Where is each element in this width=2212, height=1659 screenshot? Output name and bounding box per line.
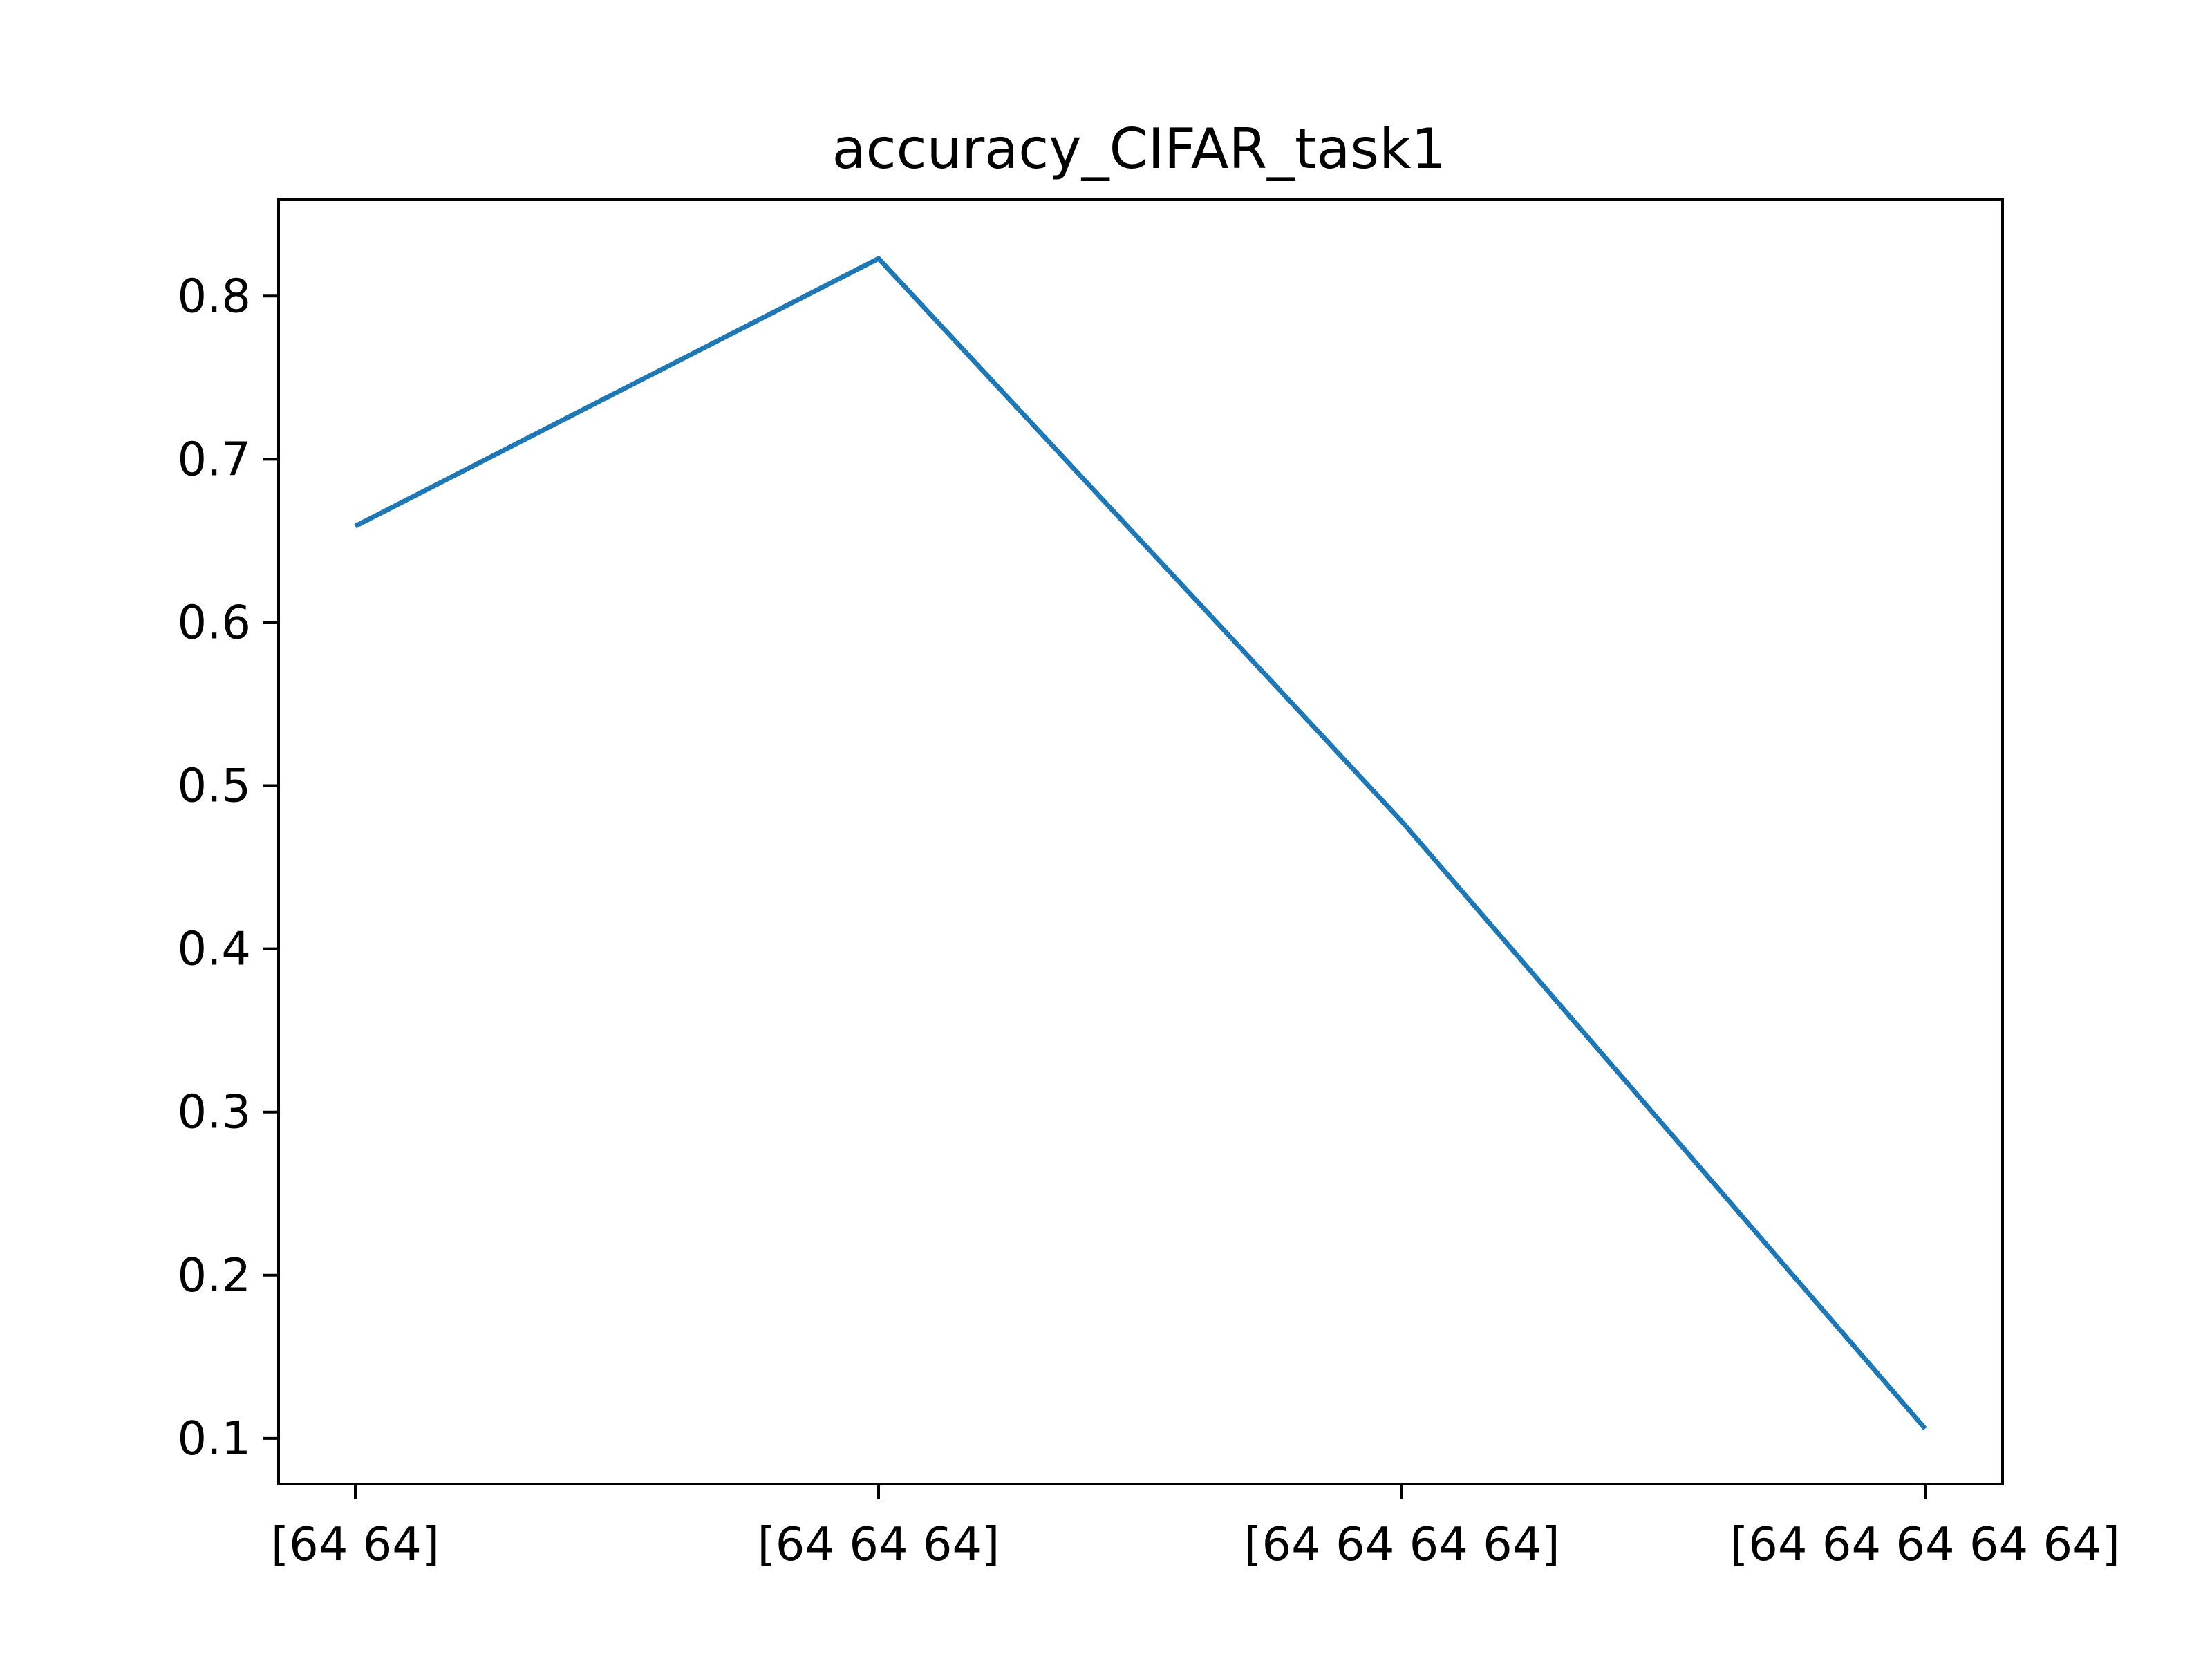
x-tick-label: [64 64 64 64 64] bbox=[1730, 1517, 2120, 1571]
y-tick-label: 0.4 bbox=[177, 922, 251, 976]
y-tick-label: 0.3 bbox=[177, 1085, 251, 1139]
series-layer bbox=[354, 256, 1927, 1431]
chart-title: accuracy_CIFAR_task1 bbox=[832, 117, 1447, 181]
series-line bbox=[354, 256, 1927, 1431]
axis-ticks: 0.1 0.2 0.3 0.4 0.5 0.6 0.7 0.8 [64 64] [64 64 64… bbox=[177, 269, 2119, 1571]
y-tick-label: 0.8 bbox=[177, 269, 251, 323]
y-tick-label: 0.5 bbox=[177, 759, 251, 813]
y-tick-label: 0.1 bbox=[177, 1412, 251, 1465]
y-tick-label: 0.6 bbox=[177, 595, 251, 649]
plot-frame bbox=[277, 198, 2004, 1485]
x-tick-label: [64 64] bbox=[271, 1517, 440, 1571]
y-tick-label: 0.2 bbox=[177, 1248, 251, 1302]
y-tick-label: 0.7 bbox=[177, 432, 251, 486]
x-tick-label: [64 64 64 64] bbox=[1244, 1517, 1559, 1571]
x-tick-label: [64 64 64] bbox=[758, 1517, 1000, 1571]
